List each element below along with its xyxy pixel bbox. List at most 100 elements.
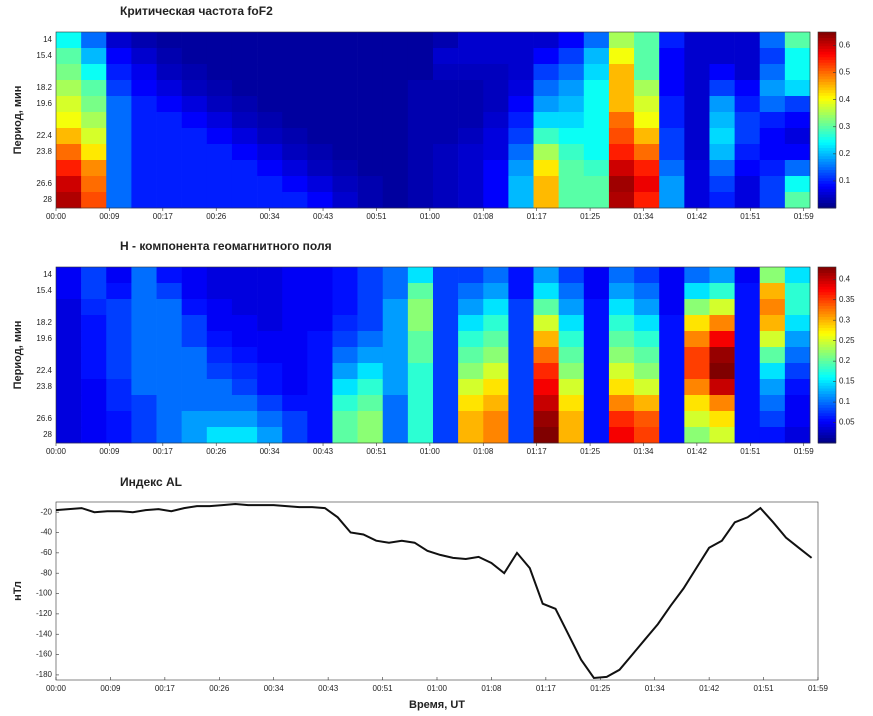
heat-cell — [357, 331, 384, 348]
heat-cell — [382, 427, 409, 444]
heat-cell — [483, 347, 509, 364]
heat-cell — [81, 347, 107, 364]
heat-cell — [533, 315, 559, 332]
heat-cell — [583, 96, 610, 113]
heat-cell — [56, 160, 82, 177]
heat-cell — [583, 347, 610, 364]
colorbar-step — [818, 390, 836, 394]
heat-cell — [81, 176, 107, 193]
y-tick-label: 26.6 — [36, 414, 52, 423]
heat-cell — [357, 267, 384, 284]
colorbar-step — [818, 349, 836, 353]
heat-cell — [458, 48, 484, 65]
heat-cell — [407, 176, 434, 193]
heat-cell — [433, 331, 459, 348]
heat-cell — [407, 379, 434, 396]
colorbar-step — [818, 368, 836, 372]
colorbar-step — [818, 278, 836, 282]
heat-cell — [56, 299, 82, 316]
heat-cell — [156, 299, 182, 316]
colorbar-step — [818, 363, 836, 367]
heat-cell — [181, 347, 208, 364]
colorbar-step — [818, 415, 836, 419]
heat-cell — [684, 347, 710, 364]
y-tick-label: 26.6 — [36, 179, 52, 188]
heat-cell — [684, 144, 710, 161]
heat-cell — [784, 299, 811, 316]
heat-cell — [433, 80, 459, 97]
heat-cell — [608, 347, 635, 364]
heat-cell — [759, 427, 786, 444]
x-tick-label: 01:25 — [580, 212, 601, 221]
heat-cell — [608, 299, 635, 316]
x-tick-label: 01:17 — [536, 684, 557, 693]
heat-cell — [181, 379, 208, 396]
y-tick-label: 19.6 — [36, 334, 52, 343]
heat-cell — [156, 395, 182, 412]
heat-cell — [407, 411, 434, 428]
colorbar-tick-label: 0.4 — [839, 274, 851, 283]
heat-cell — [458, 283, 484, 300]
heat-cell — [533, 331, 559, 348]
x-tick-label: 00:34 — [264, 684, 285, 693]
heat-cell — [734, 144, 761, 161]
heat-cell — [608, 96, 635, 113]
heat-cell — [709, 411, 735, 428]
x-tick-label: 01:42 — [687, 447, 708, 456]
heat-cell — [709, 192, 735, 209]
colorbar-step — [818, 43, 836, 47]
colorbar-step — [818, 338, 836, 342]
x-tick-label: 00:00 — [46, 447, 67, 456]
y-tick-label: -120 — [36, 609, 53, 618]
heat-cell — [131, 96, 157, 113]
heat-cell — [106, 160, 132, 177]
heat-cell — [382, 267, 409, 284]
heat-cell — [106, 315, 132, 332]
heat-cell — [81, 64, 107, 81]
heat-cell — [659, 427, 685, 444]
heat-cell — [659, 283, 685, 300]
heat-cell — [382, 315, 409, 332]
heat-cell — [56, 176, 82, 193]
x-tick-label: 01:51 — [740, 447, 761, 456]
colorbar-step — [818, 322, 836, 326]
heat-cell — [458, 427, 484, 444]
heat-cell — [634, 315, 660, 332]
heat-cell — [131, 347, 157, 364]
heat-cell — [558, 411, 585, 428]
heat-cell — [533, 411, 559, 428]
colorbar-step — [818, 300, 836, 304]
heat-cell — [583, 80, 610, 97]
heat-cell — [181, 128, 208, 145]
heat-cell — [81, 395, 107, 412]
chart-title: Индекс AL — [120, 475, 182, 489]
heat-cell — [307, 347, 333, 364]
heat-cell — [257, 363, 283, 380]
colorbar-step — [818, 302, 836, 306]
heat-cell — [759, 331, 786, 348]
heat-cell — [106, 64, 132, 81]
heat-cell — [508, 379, 534, 396]
colorbar-step — [818, 191, 836, 195]
heat-cell — [282, 379, 308, 396]
x-tick-label: 00:51 — [366, 447, 387, 456]
heat-cell — [257, 299, 283, 316]
heat-cell — [181, 411, 208, 428]
heat-cell — [759, 267, 786, 284]
heat-cell — [181, 427, 208, 444]
heat-cell — [784, 144, 811, 161]
heat-cell — [257, 32, 283, 49]
y-tick-label: -180 — [36, 670, 53, 679]
heat-cell — [583, 363, 610, 380]
heat-cell — [433, 347, 459, 364]
heat-cell — [759, 347, 786, 364]
heat-cell — [181, 96, 208, 113]
heat-cell — [784, 64, 811, 81]
colorbar-step — [818, 396, 836, 400]
heat-cell — [307, 427, 333, 444]
heat-cell — [558, 48, 585, 65]
x-tick-label: 01:25 — [580, 447, 601, 456]
heat-cell — [282, 80, 308, 97]
heat-cell — [407, 80, 434, 97]
